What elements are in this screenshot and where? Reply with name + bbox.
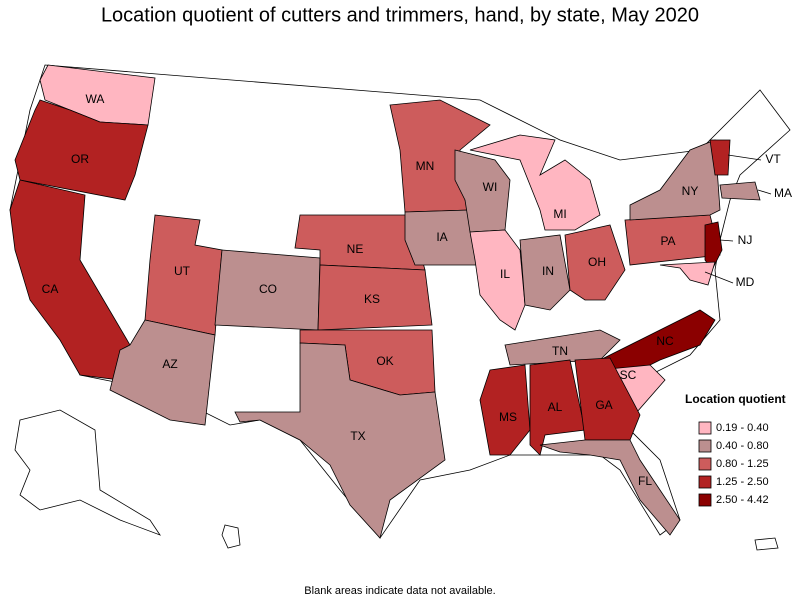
- state-label: MN: [416, 159, 435, 173]
- state-label: IA: [436, 230, 447, 244]
- state-label: AL: [548, 400, 563, 414]
- state-area: [469, 134, 601, 231]
- state-label: WA: [86, 92, 105, 106]
- legend-title: Location quotient: [685, 392, 786, 406]
- leader-line: [704, 271, 734, 284]
- legend-swatch: [698, 457, 712, 471]
- state-area: [469, 229, 526, 331]
- state-label: MS: [499, 410, 517, 424]
- state-label: OR: [71, 152, 89, 166]
- state-area: [479, 364, 531, 456]
- state-label: NC: [656, 334, 674, 348]
- alaska: [14, 409, 162, 536]
- footnote: Blank areas indicate data not available.: [304, 585, 495, 597]
- legend-swatch: [698, 421, 712, 435]
- state-area: [574, 357, 641, 441]
- state-label: VT: [765, 152, 781, 166]
- state-label: OK: [376, 354, 393, 368]
- state-label: AZ: [162, 357, 177, 371]
- state-label: OH: [588, 255, 606, 269]
- state-area: [704, 221, 723, 271]
- state-label: IL: [500, 267, 510, 281]
- state-label: SC: [620, 368, 637, 382]
- state-label: TN: [552, 344, 568, 358]
- state-area: [709, 139, 731, 176]
- state-label: GA: [595, 398, 612, 412]
- state-label: CO: [259, 282, 277, 296]
- state-label: FL: [638, 474, 652, 488]
- legend-swatch: [698, 475, 712, 489]
- state-label: IN: [542, 264, 554, 278]
- map-title: Location quotient of cutters and trimmer…: [101, 4, 699, 26]
- state-label: WI: [483, 180, 498, 194]
- state-area: [539, 439, 681, 536]
- state-label: CA: [42, 282, 59, 296]
- leader-line: [719, 239, 734, 242]
- state-label: NE: [347, 242, 364, 256]
- puerto-rico: [754, 537, 779, 551]
- leader-line: [757, 189, 772, 195]
- state-label: PA: [660, 234, 675, 248]
- state-area: [564, 224, 626, 301]
- legend-swatch: [698, 439, 712, 453]
- state-area: [519, 234, 571, 311]
- state-label: MA: [774, 186, 792, 200]
- state-label: NJ: [738, 233, 753, 247]
- state-label: NY: [682, 184, 699, 198]
- state-label: TX: [350, 429, 365, 443]
- state-label: KS: [364, 292, 380, 306]
- state-area: [719, 181, 761, 201]
- state-label: UT: [174, 264, 191, 278]
- legend-label: 0.19 - 0.40: [716, 422, 769, 434]
- state-area: [529, 359, 586, 456]
- state-area: [9, 179, 131, 381]
- legend-swatch: [698, 493, 712, 507]
- state-area: [14, 99, 149, 201]
- state-label: MD: [736, 275, 755, 289]
- leader-line: [727, 154, 762, 161]
- state-area: [504, 329, 621, 366]
- state-area: [659, 261, 716, 286]
- state-label: MI: [553, 207, 566, 221]
- legend-label: 1.25 - 2.50: [716, 476, 769, 488]
- state-area: [234, 342, 446, 539]
- hawaii: [221, 524, 241, 549]
- legend-label: 0.80 - 1.25: [716, 458, 769, 470]
- state-area: [317, 264, 433, 331]
- state-area: [109, 319, 216, 426]
- legend-label: 2.50 - 4.42: [716, 494, 769, 506]
- legend-label: 0.40 - 0.80: [716, 440, 769, 452]
